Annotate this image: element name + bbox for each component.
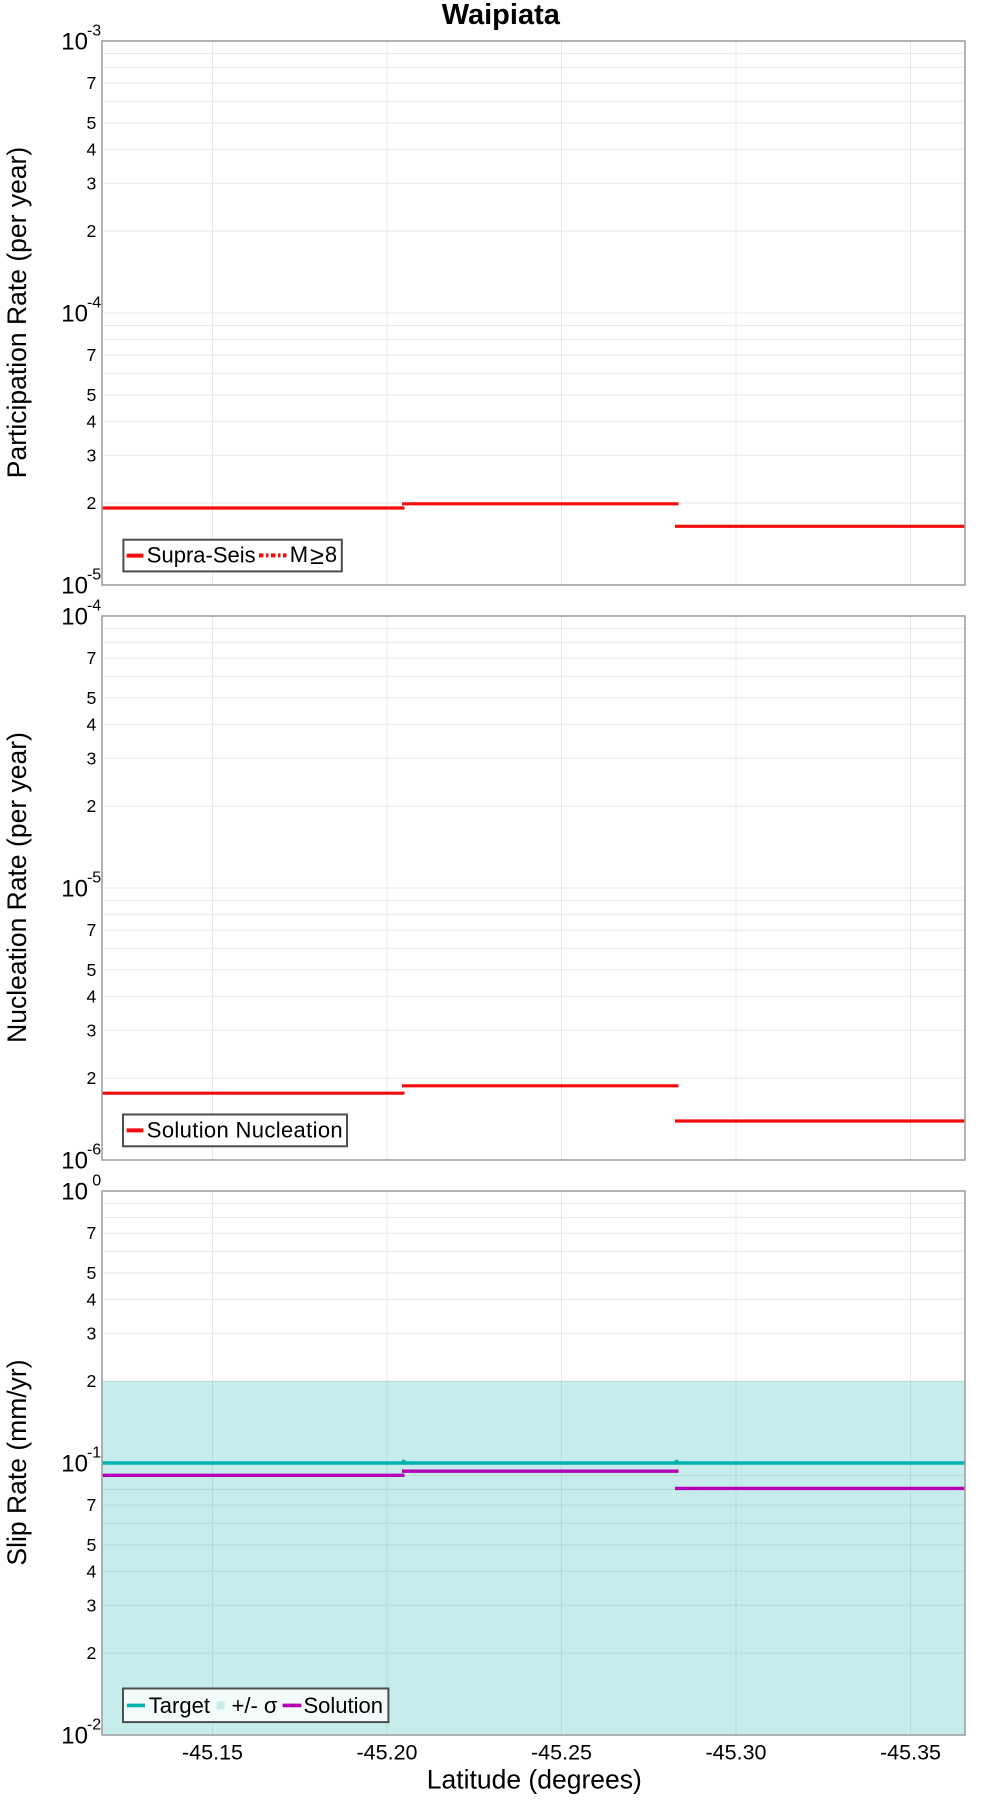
svg-text:10: 10	[61, 1147, 88, 1174]
svg-text:Nucleation Rate (per year): Nucleation Rate (per year)	[2, 732, 32, 1043]
svg-text:4: 4	[87, 986, 97, 1006]
svg-text:10: 10	[61, 603, 88, 630]
svg-text:-45.20: -45.20	[357, 1741, 418, 1765]
svg-text:Latitude (degrees): Latitude (degrees)	[427, 1765, 642, 1795]
svg-text:2: 2	[87, 796, 97, 816]
svg-text:3: 3	[87, 173, 97, 193]
svg-text:3: 3	[87, 1323, 97, 1343]
svg-text:5: 5	[87, 1263, 97, 1283]
svg-text:2: 2	[87, 1643, 97, 1663]
svg-text:Target: Target	[149, 1693, 210, 1718]
svg-text:-4: -4	[87, 598, 101, 615]
svg-text:-5: -5	[87, 870, 101, 887]
svg-text:-5: -5	[87, 567, 101, 584]
svg-text:Waipiata: Waipiata	[442, 0, 561, 31]
svg-text:7: 7	[87, 1495, 97, 1515]
svg-text:5: 5	[87, 385, 97, 405]
svg-text:-6: -6	[87, 1142, 101, 1159]
svg-text:3: 3	[87, 748, 97, 768]
svg-text:3: 3	[87, 1595, 97, 1615]
svg-text:10: 10	[61, 1722, 88, 1749]
svg-text:M≥8: M≥8	[290, 542, 337, 570]
svg-text:-45.25: -45.25	[531, 1741, 592, 1765]
svg-text:10: 10	[61, 28, 88, 55]
svg-text:4: 4	[87, 714, 97, 734]
svg-text:0: 0	[92, 1173, 101, 1190]
svg-text:5: 5	[87, 688, 97, 708]
svg-text:10: 10	[61, 572, 88, 599]
svg-text:3: 3	[87, 445, 97, 465]
svg-text:2: 2	[87, 1068, 97, 1088]
svg-text:4: 4	[87, 1561, 97, 1581]
svg-text:+/- σ: +/- σ	[232, 1693, 278, 1718]
svg-text:7: 7	[87, 648, 97, 668]
svg-text:5: 5	[87, 960, 97, 980]
svg-text:5: 5	[87, 113, 97, 133]
svg-text:5: 5	[87, 1535, 97, 1555]
svg-text:10: 10	[61, 1450, 88, 1477]
svg-text:Supra-Seis: Supra-Seis	[147, 543, 256, 568]
svg-text:-45.15: -45.15	[182, 1741, 243, 1765]
svg-text:-2: -2	[87, 1717, 101, 1734]
svg-text:Solution: Solution	[304, 1693, 384, 1718]
svg-text:10: 10	[61, 300, 88, 327]
svg-text:2: 2	[87, 493, 97, 513]
svg-text:2: 2	[87, 221, 97, 241]
svg-text:7: 7	[87, 1223, 97, 1243]
svg-text:Solution Nucleation: Solution Nucleation	[147, 1117, 343, 1142]
svg-text:Slip Rate (mm/yr): Slip Rate (mm/yr)	[2, 1359, 32, 1565]
svg-text:7: 7	[87, 73, 97, 93]
svg-text:7: 7	[87, 345, 97, 365]
svg-text:10: 10	[61, 875, 88, 902]
svg-text:4: 4	[87, 1289, 97, 1309]
svg-text:2: 2	[87, 1371, 97, 1391]
svg-text:4: 4	[87, 411, 97, 431]
svg-text:-4: -4	[87, 295, 101, 312]
svg-text:-45.35: -45.35	[880, 1741, 941, 1765]
svg-text:4: 4	[87, 139, 97, 159]
svg-text:Participation Rate (per year): Participation Rate (per year)	[2, 147, 32, 478]
svg-text:10: 10	[61, 1178, 88, 1205]
svg-text:-1: -1	[87, 1445, 101, 1462]
svg-text:3: 3	[87, 1020, 97, 1040]
svg-text:7: 7	[87, 920, 97, 940]
svg-text:-3: -3	[87, 23, 101, 40]
svg-text:-45.30: -45.30	[706, 1741, 767, 1765]
